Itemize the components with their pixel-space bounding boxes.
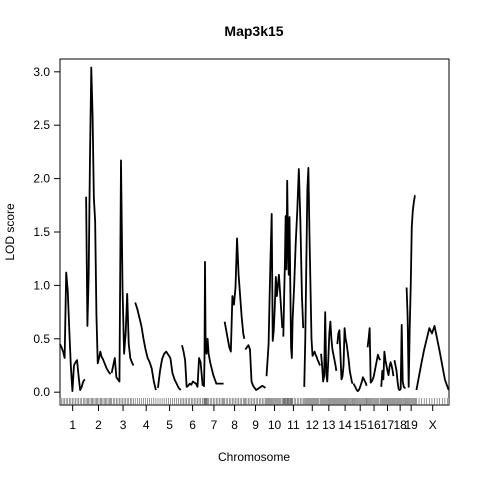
- x-tick-label: 5: [166, 418, 173, 432]
- lod-series-chr-X: [415, 325, 450, 391]
- marker-rug: [59, 398, 450, 405]
- y-tick-label: 0.0: [33, 385, 50, 399]
- x-tick-label: 10: [268, 418, 282, 432]
- y-axis-label: LOD score: [3, 203, 17, 261]
- plot-frame: [59, 58, 450, 406]
- chart-title: Map3k15: [224, 23, 283, 39]
- lod-series-chr-6: [181, 344, 204, 388]
- lod-series-chr-8: [223, 237, 246, 353]
- x-tick-label: 2: [95, 418, 102, 432]
- lod-series-chr-16: [366, 327, 382, 384]
- lod-series-chr-17: [380, 350, 395, 387]
- x-tick-label: 4: [143, 418, 150, 432]
- lod-series-chr-10: [265, 212, 284, 377]
- x-tick-label: 16: [367, 418, 381, 432]
- y-tick-label: 2.0: [33, 172, 50, 186]
- lod-series-chr-11: [282, 168, 305, 359]
- x-tick-label: 7: [211, 418, 218, 432]
- lod-series-chr-3: [110, 159, 135, 383]
- x-tick-label: 18: [393, 418, 407, 432]
- lod-series-chr-19: [405, 194, 416, 388]
- lod-series-chr-4: [134, 302, 157, 391]
- x-tick-label: 14: [338, 418, 352, 432]
- x-tick-label: 19: [404, 418, 418, 432]
- y-tick-label: 3.0: [33, 65, 50, 79]
- lod-series-chr-2: [85, 66, 112, 375]
- lod-series-chr-13: [320, 311, 338, 383]
- y-tick-label: 2.5: [33, 118, 50, 132]
- x-tick-label: 15: [354, 418, 368, 432]
- y-tick-label: 1.0: [33, 278, 50, 292]
- y-tick-label: 0.5: [33, 332, 50, 346]
- x-axis-label: Chromosome: [218, 450, 290, 464]
- lod-curves: [59, 66, 450, 393]
- lod-series-chr-15: [352, 376, 368, 393]
- lod-series-chr-14: [336, 327, 354, 384]
- x-tick-label: 13: [322, 418, 336, 432]
- x-tick-label: 8: [231, 418, 238, 432]
- lod-series-chr-9: [244, 344, 266, 391]
- y-axis: 0.0 0.5 1.0 1.5 2.0 2.5 3.0: [33, 65, 60, 399]
- x-tick-label: 3: [120, 418, 127, 432]
- lod-series-chr-18: [393, 324, 406, 391]
- y-tick-label: 1.5: [33, 225, 50, 239]
- x-tick-label: X: [429, 418, 437, 432]
- lod-series-chr-7: [203, 260, 224, 387]
- x-tick-label: 11: [287, 418, 300, 432]
- lod-series-chr-5: [157, 350, 182, 391]
- lod-series-chr-1: [59, 271, 86, 393]
- x-tick-label: 9: [252, 418, 259, 432]
- x-tick-label: 6: [189, 418, 196, 432]
- lod-series-chr-12: [303, 167, 321, 387]
- x-tick-label: 17: [381, 418, 395, 432]
- x-tick-label: 1: [69, 418, 76, 432]
- x-tick-label: 12: [306, 418, 320, 432]
